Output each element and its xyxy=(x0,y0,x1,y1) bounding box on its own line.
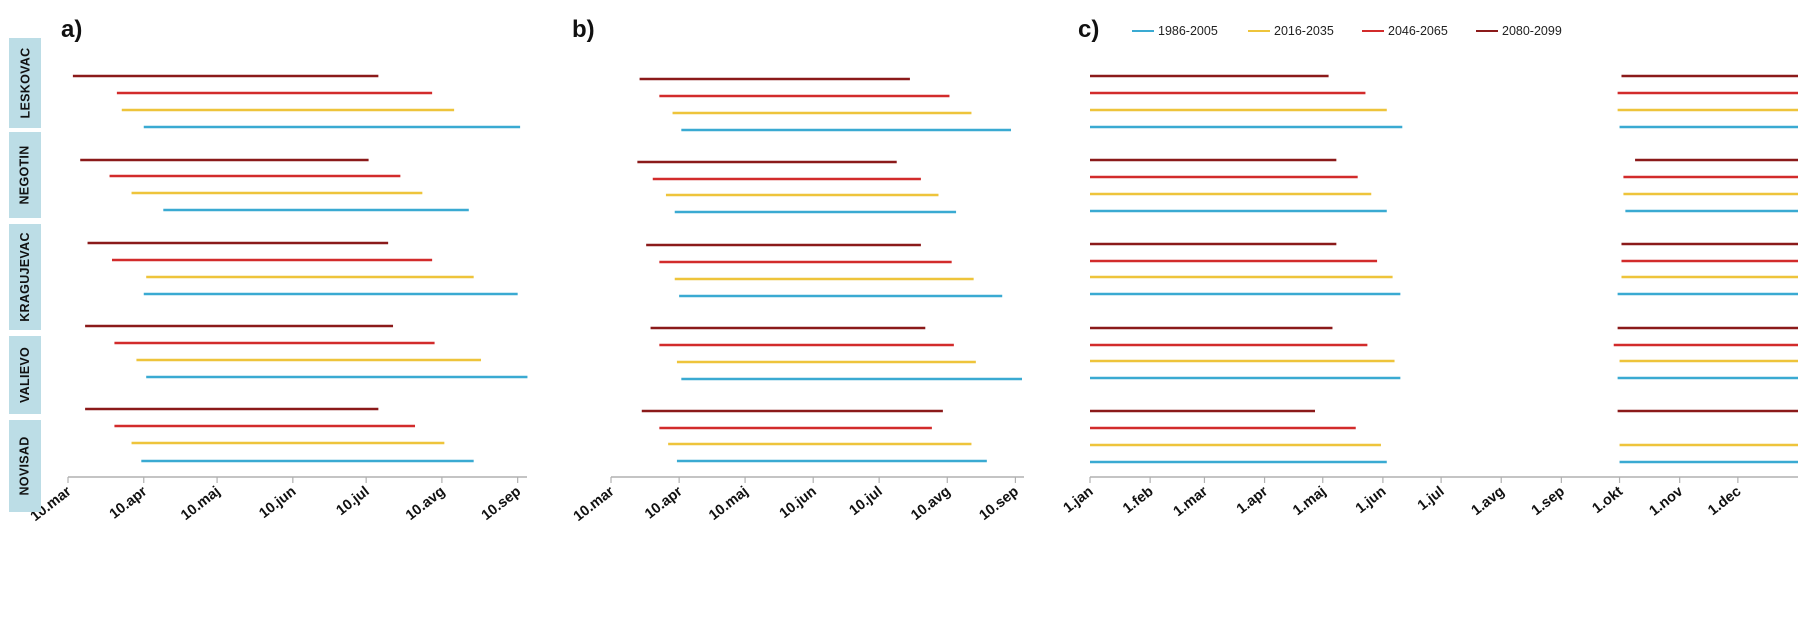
x-tick-label: 10.jun xyxy=(256,484,299,522)
x-tick-label: 1.feb xyxy=(1120,483,1157,517)
x-tick-label: 10.jul xyxy=(847,484,886,519)
legend-swatch xyxy=(1476,29,1498,33)
x-tick-label: 10.avg xyxy=(403,484,448,524)
station-label-text: VALIEVO xyxy=(18,346,33,404)
legend-swatch xyxy=(1132,29,1154,33)
x-tick-label: 10.mar xyxy=(571,483,618,525)
x-tick-label: 1.okt xyxy=(1589,483,1626,517)
legend-item-1986-2005: 1986-2005 xyxy=(1132,24,1218,38)
x-tick-label: 1.jun xyxy=(1353,484,1390,517)
station-label-text: NOVISAD xyxy=(18,436,32,496)
x-tick-label: 10.maj xyxy=(178,484,223,524)
x-tick-label: 10.sep xyxy=(976,483,1022,523)
station-label-valievo: VALIEVO xyxy=(9,336,41,414)
legend-label: 2016-2035 xyxy=(1274,24,1334,38)
legend-item-2046-2065: 2046-2065 xyxy=(1362,24,1448,38)
legend-swatch xyxy=(1248,29,1270,33)
legend-label: 2046-2065 xyxy=(1388,24,1448,38)
legend-swatch xyxy=(1362,29,1384,33)
x-tick-label: 1.sep xyxy=(1529,483,1568,519)
x-tick-label: 1.jan xyxy=(1061,484,1097,517)
x-tick-label: 1.jul xyxy=(1415,484,1448,514)
station-label-text: LESKOVAC xyxy=(18,47,32,119)
x-tick-label: 1.maj xyxy=(1290,484,1329,519)
panel-label-c: c) xyxy=(1078,16,1100,43)
x-tick-label: 1.mar xyxy=(1171,483,1212,520)
x-tick-label: 10.maj xyxy=(706,484,751,524)
legend-item-2016-2035: 2016-2035 xyxy=(1248,24,1334,38)
x-tick-label: 10.avg xyxy=(908,484,953,524)
station-label-kragujevac: KRAGUJEVAC xyxy=(9,224,41,330)
x-tick-label: 10.apr xyxy=(107,483,151,522)
x-tick-label: 1.nov xyxy=(1646,484,1686,520)
x-tick-label: 1.avg xyxy=(1469,484,1508,519)
x-tick-label: 10.jul xyxy=(334,484,373,519)
station-label-text: KRAGUJEVAC xyxy=(18,232,32,322)
panel-label-a: a) xyxy=(61,16,83,43)
legend-label: 2080-2099 xyxy=(1502,24,1562,38)
station-label-novisad: NOVISAD xyxy=(9,420,41,512)
legend-item-2080-2099: 2080-2099 xyxy=(1476,24,1562,38)
x-tick-label: 1.apr xyxy=(1234,483,1271,517)
x-tick-label: 10.sep xyxy=(479,483,525,523)
station-label-text: NEGOTIN xyxy=(18,145,33,205)
station-label-leskovac: LESKOVAC xyxy=(9,38,41,128)
x-tick-label: 10.apr xyxy=(642,483,686,522)
x-tick-label: 1.dec xyxy=(1705,484,1744,519)
panel-label-b: b) xyxy=(572,16,595,43)
x-tick-label: 10.jun xyxy=(777,484,820,522)
legend-label: 1986-2005 xyxy=(1158,24,1218,38)
station-label-negotin: NEGOTIN xyxy=(9,132,41,218)
